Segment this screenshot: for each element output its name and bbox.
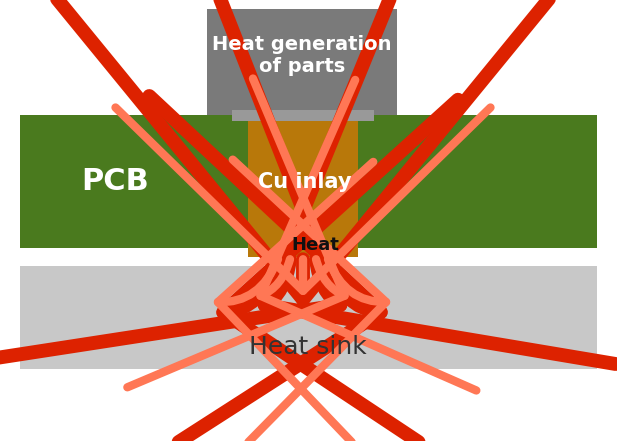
Text: Heat: Heat	[291, 236, 339, 254]
Bar	[20, 265, 597, 369]
Text: PCB: PCB	[81, 167, 149, 196]
Bar	[248, 106, 358, 258]
Text: Heat generation
of parts: Heat generation of parts	[212, 35, 392, 76]
Text: Heat sink: Heat sink	[249, 335, 367, 359]
Bar	[232, 110, 374, 120]
Bar	[207, 9, 397, 115]
Text: Cu inlay: Cu inlay	[259, 172, 352, 192]
Bar	[20, 115, 597, 248]
